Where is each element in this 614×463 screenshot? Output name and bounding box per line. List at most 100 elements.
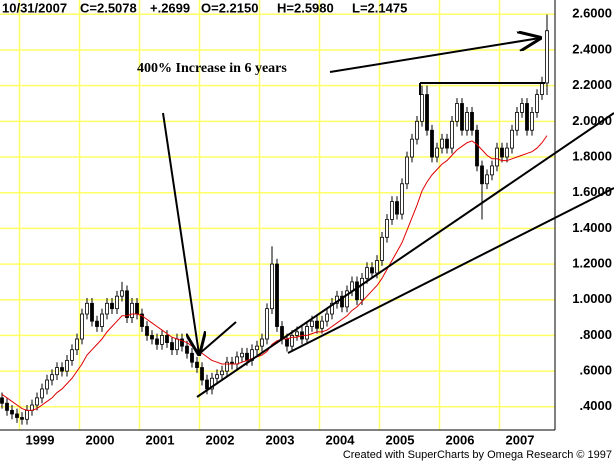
candle-body [545, 30, 549, 84]
candle-body [115, 295, 119, 310]
candle-body [150, 335, 154, 340]
trend-line [196, 112, 614, 398]
candle-body [400, 183, 404, 215]
candle-body [520, 103, 524, 113]
candle-body [215, 374, 219, 379]
candle-body [410, 138, 414, 158]
arrow [162, 112, 199, 354]
candle-body [135, 302, 139, 315]
y-tick-label: 1.0000 [572, 291, 612, 306]
candle-body [210, 377, 214, 390]
candle-body [495, 147, 499, 167]
candle-body [260, 338, 264, 347]
candle-body [20, 417, 24, 420]
candle-body [485, 174, 489, 185]
candle-body [185, 345, 189, 354]
y-tick-label: 1.2000 [572, 256, 612, 271]
candle-body [315, 320, 319, 329]
candle-body [130, 302, 134, 318]
x-tick-label: 1999 [26, 432, 55, 447]
y-tick-label: 1.4000 [572, 220, 612, 235]
candle-body [15, 413, 19, 418]
candle-body [525, 103, 529, 131]
y-tick-label: .4000 [579, 398, 612, 413]
x-tick-label: 2002 [206, 432, 235, 447]
x-tick-label: 2004 [326, 432, 356, 447]
header-change: +.2699 [150, 0, 190, 15]
candle-body [160, 335, 164, 345]
arrow [198, 321, 237, 355]
candle-body [505, 147, 509, 158]
candle-body [535, 94, 539, 113]
candle-body [55, 367, 59, 376]
candle-body [415, 120, 419, 140]
candle-body [365, 267, 369, 279]
header-high: H=2.5980 [277, 0, 334, 15]
candle-body [385, 219, 389, 238]
candle-body [155, 338, 159, 345]
header-open: O=2.2150 [201, 0, 258, 15]
candle-body [255, 345, 259, 351]
y-tick-label: 1.6000 [572, 184, 612, 199]
candle-body [85, 302, 89, 315]
y-tick-label: .6000 [579, 363, 612, 378]
candle-body [220, 370, 224, 376]
candle-body [165, 335, 169, 343]
candle-body [430, 129, 434, 158]
candle-body [470, 112, 474, 131]
candle-body [295, 331, 299, 336]
y-tick-label: 1.8000 [572, 148, 612, 163]
candle-body [270, 263, 274, 310]
x-tick-label: 2007 [506, 432, 535, 447]
candle-body [225, 361, 229, 372]
y-tick-label: 2.6000 [572, 6, 612, 21]
x-tick-label: 2003 [266, 432, 295, 447]
candle-body [320, 320, 324, 329]
candle-body [530, 112, 534, 131]
candle-body [475, 129, 479, 167]
candle-body [110, 302, 114, 310]
candle-body [50, 374, 54, 381]
candle-body [170, 342, 174, 351]
x-tick-label: 2006 [446, 432, 475, 447]
candle-body [340, 295, 344, 308]
candle-body [460, 103, 464, 131]
candle-body [265, 308, 269, 340]
y-tick-label: 2.2000 [572, 77, 612, 92]
candle-body [95, 320, 99, 327]
footer: Created with SuperCharts by Omega Resear… [343, 449, 612, 461]
header-close: C=2.5078 [80, 0, 137, 15]
candle-body [285, 338, 289, 347]
candle-body [405, 156, 409, 185]
candle-body [80, 313, 84, 340]
candle-body [200, 367, 204, 381]
candle-body [290, 335, 294, 347]
x-tick-label: 2000 [86, 432, 115, 447]
candle-body [195, 361, 199, 368]
candle-body [60, 367, 64, 372]
candle-body [425, 94, 429, 131]
candle-body [240, 352, 244, 358]
candle-body [5, 402, 9, 411]
candle-body [440, 138, 444, 149]
candle-body [140, 313, 144, 327]
header-date: 10/31/2007 [2, 0, 67, 15]
candle-body [280, 326, 284, 340]
candle-body [75, 338, 79, 351]
candle-body [465, 112, 469, 131]
moving-average [1, 135, 548, 411]
candle-body [345, 290, 349, 308]
candle-body [245, 352, 249, 361]
candle-body [100, 313, 104, 327]
x-tick-label: 2005 [386, 432, 415, 447]
annotation: 400% Increase in 6 years [137, 61, 287, 76]
candle-body [395, 201, 399, 215]
candle-body [45, 379, 49, 390]
candle-body [175, 338, 179, 351]
candle-body [145, 326, 149, 336]
candle-body [125, 290, 129, 318]
candle-body [480, 165, 484, 185]
candle-body [455, 103, 459, 122]
candle-body [510, 129, 514, 149]
